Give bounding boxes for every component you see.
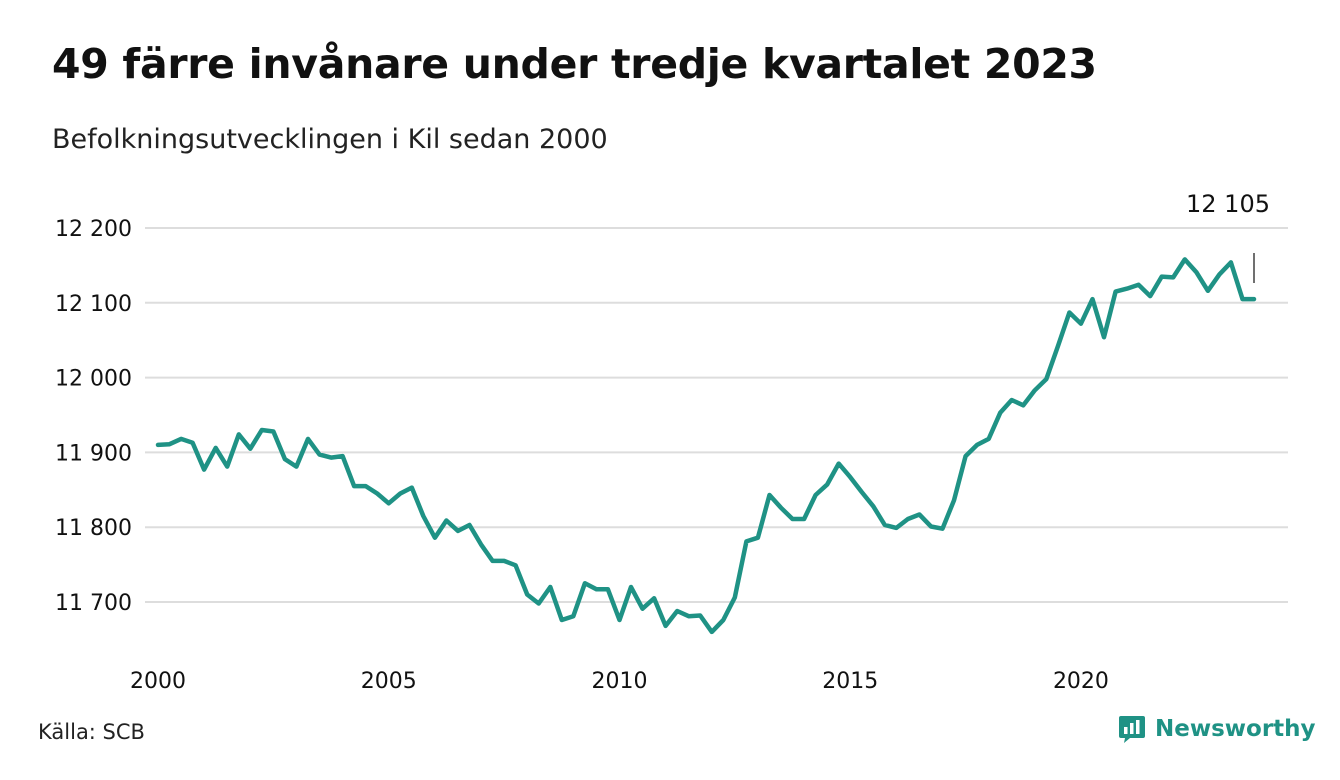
y-tick-label: 11 900 <box>55 441 132 466</box>
grid-lines <box>145 227 1288 603</box>
newsworthy-logo-icon <box>1119 716 1145 743</box>
chart-subtitle: Befolkningsutvecklingen i Kil sedan 2000 <box>52 124 608 155</box>
y-tick-label: 12 100 <box>55 292 132 317</box>
newsworthy-logo: Newsworthy <box>1118 714 1316 744</box>
y-axis-tick-labels: 11 700 11 800 11 900 12 000 12 100 12 200 <box>55 217 132 616</box>
x-tick-label: 2015 <box>822 669 878 694</box>
x-tick-label: 2000 <box>130 669 186 694</box>
x-tick-label: 2005 <box>361 669 417 694</box>
annotation-label: 12 105 <box>1186 190 1270 218</box>
chart-title: 49 färre invånare under tredje kvartalet… <box>52 40 1097 88</box>
x-axis-tick-labels: 2000 2005 2010 2015 2020 <box>130 669 1109 694</box>
y-tick-label: 12 200 <box>55 217 132 242</box>
y-tick-label: 11 800 <box>55 516 132 541</box>
brand-name: Newsworthy <box>1155 716 1316 742</box>
x-tick-label: 2010 <box>591 669 647 694</box>
source-note: Källa: SCB <box>38 720 145 744</box>
y-tick-label: 11 700 <box>55 591 132 616</box>
x-tick-label: 2020 <box>1053 669 1109 694</box>
y-tick-label: 12 000 <box>55 367 132 392</box>
population-line <box>155 257 1257 635</box>
